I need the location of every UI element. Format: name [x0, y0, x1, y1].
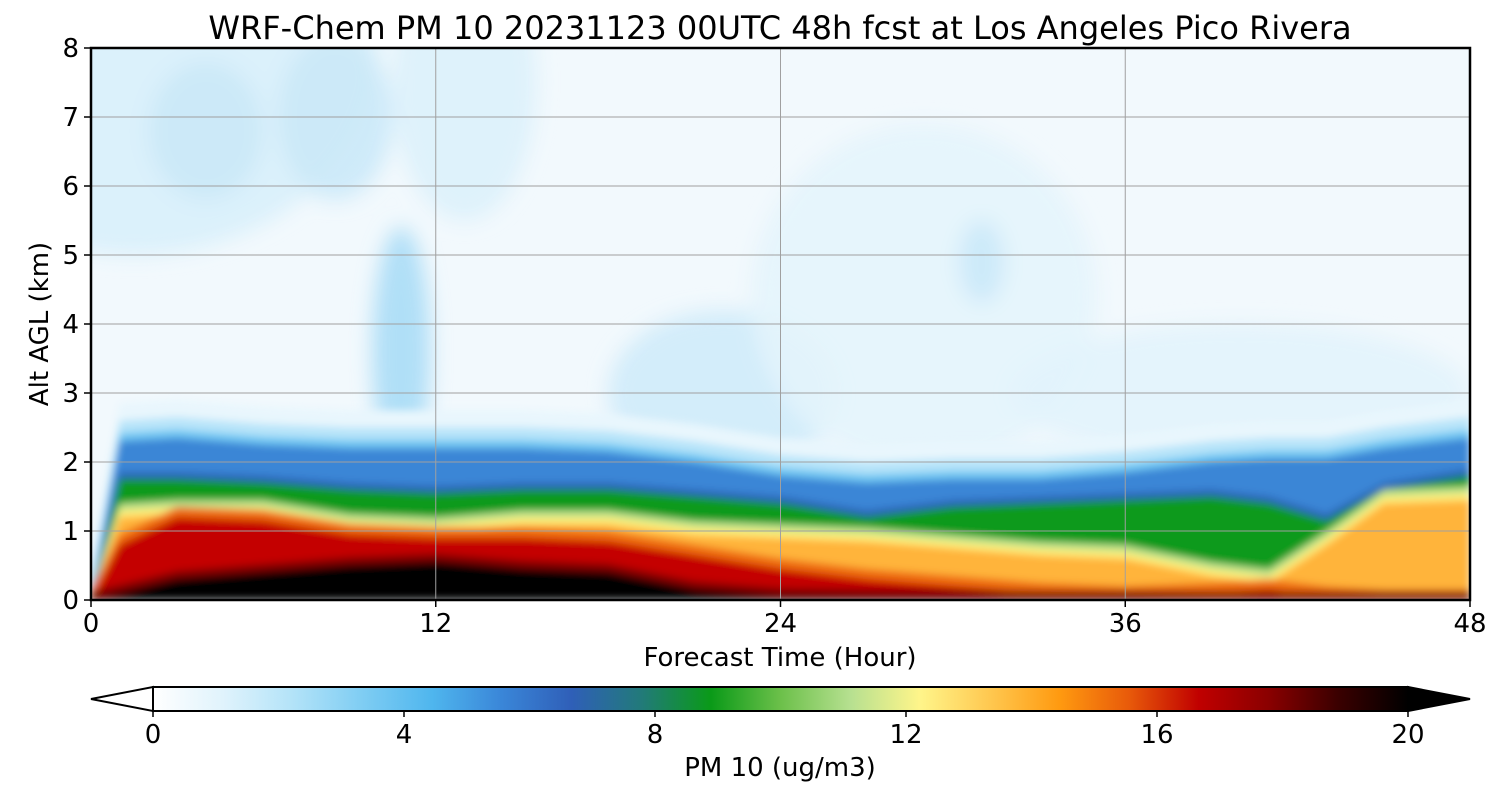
y-tick-label: 5: [62, 241, 79, 271]
y-tick-label: 4: [62, 310, 79, 340]
y-tick-label: 7: [62, 103, 79, 133]
chart-title: WRF-Chem PM 10 20231123 00UTC 48h fcst a…: [208, 9, 1351, 47]
colorbar-over-extension: [1407, 685, 1471, 713]
y-tick-label: 0: [62, 586, 79, 616]
x-axis: 0 12 24 36 48: [83, 600, 1487, 639]
colorbar-ticks: 0 4 8 12 16 20: [145, 711, 1425, 750]
x-tick-label: 24: [764, 609, 797, 639]
colorbar-tick-label: 4: [396, 720, 413, 750]
y-tick-label: 6: [62, 172, 79, 202]
haze-patch: [392, 48, 537, 221]
haze-patch: [751, 123, 1097, 469]
y-tick-label: 8: [62, 34, 79, 64]
plot-area: [91, 48, 1470, 600]
colorbar-frame: [152, 686, 1409, 712]
y-tick-label: 1: [62, 517, 79, 547]
colorbar-tick-label: 16: [1140, 720, 1173, 750]
x-axis-label: Forecast Time (Hour): [643, 643, 916, 673]
colorbar-under-extension: [90, 685, 154, 713]
y-tick-label: 2: [62, 448, 79, 478]
y-tick-label: 3: [62, 379, 79, 409]
x-tick-label: 0: [83, 609, 100, 639]
colorbar: 0 4 8 12 16 20 PM 10 (ug/m3): [90, 685, 1471, 783]
haze-patch: [277, 48, 393, 200]
x-tick-label: 12: [419, 609, 452, 639]
colorbar-tick-label: 8: [647, 720, 664, 750]
gridlines: [91, 48, 1470, 600]
colorbar-tick-label: 20: [1391, 720, 1424, 750]
x-tick-label: 48: [1453, 609, 1486, 639]
colorbar-tick-label: 0: [145, 720, 162, 750]
colorbar-body: [153, 687, 1408, 711]
y-axis-label: Alt AGL (km): [25, 242, 55, 406]
colorbar-label: PM 10 (ug/m3): [684, 753, 876, 783]
haze-patch: [148, 61, 264, 200]
colorbar-tick-label: 12: [889, 720, 922, 750]
haze-patch: [958, 220, 1005, 304]
x-tick-label: 36: [1109, 609, 1142, 639]
y-axis: 0 1 2 3 4 5 6 7 8: [62, 34, 91, 616]
